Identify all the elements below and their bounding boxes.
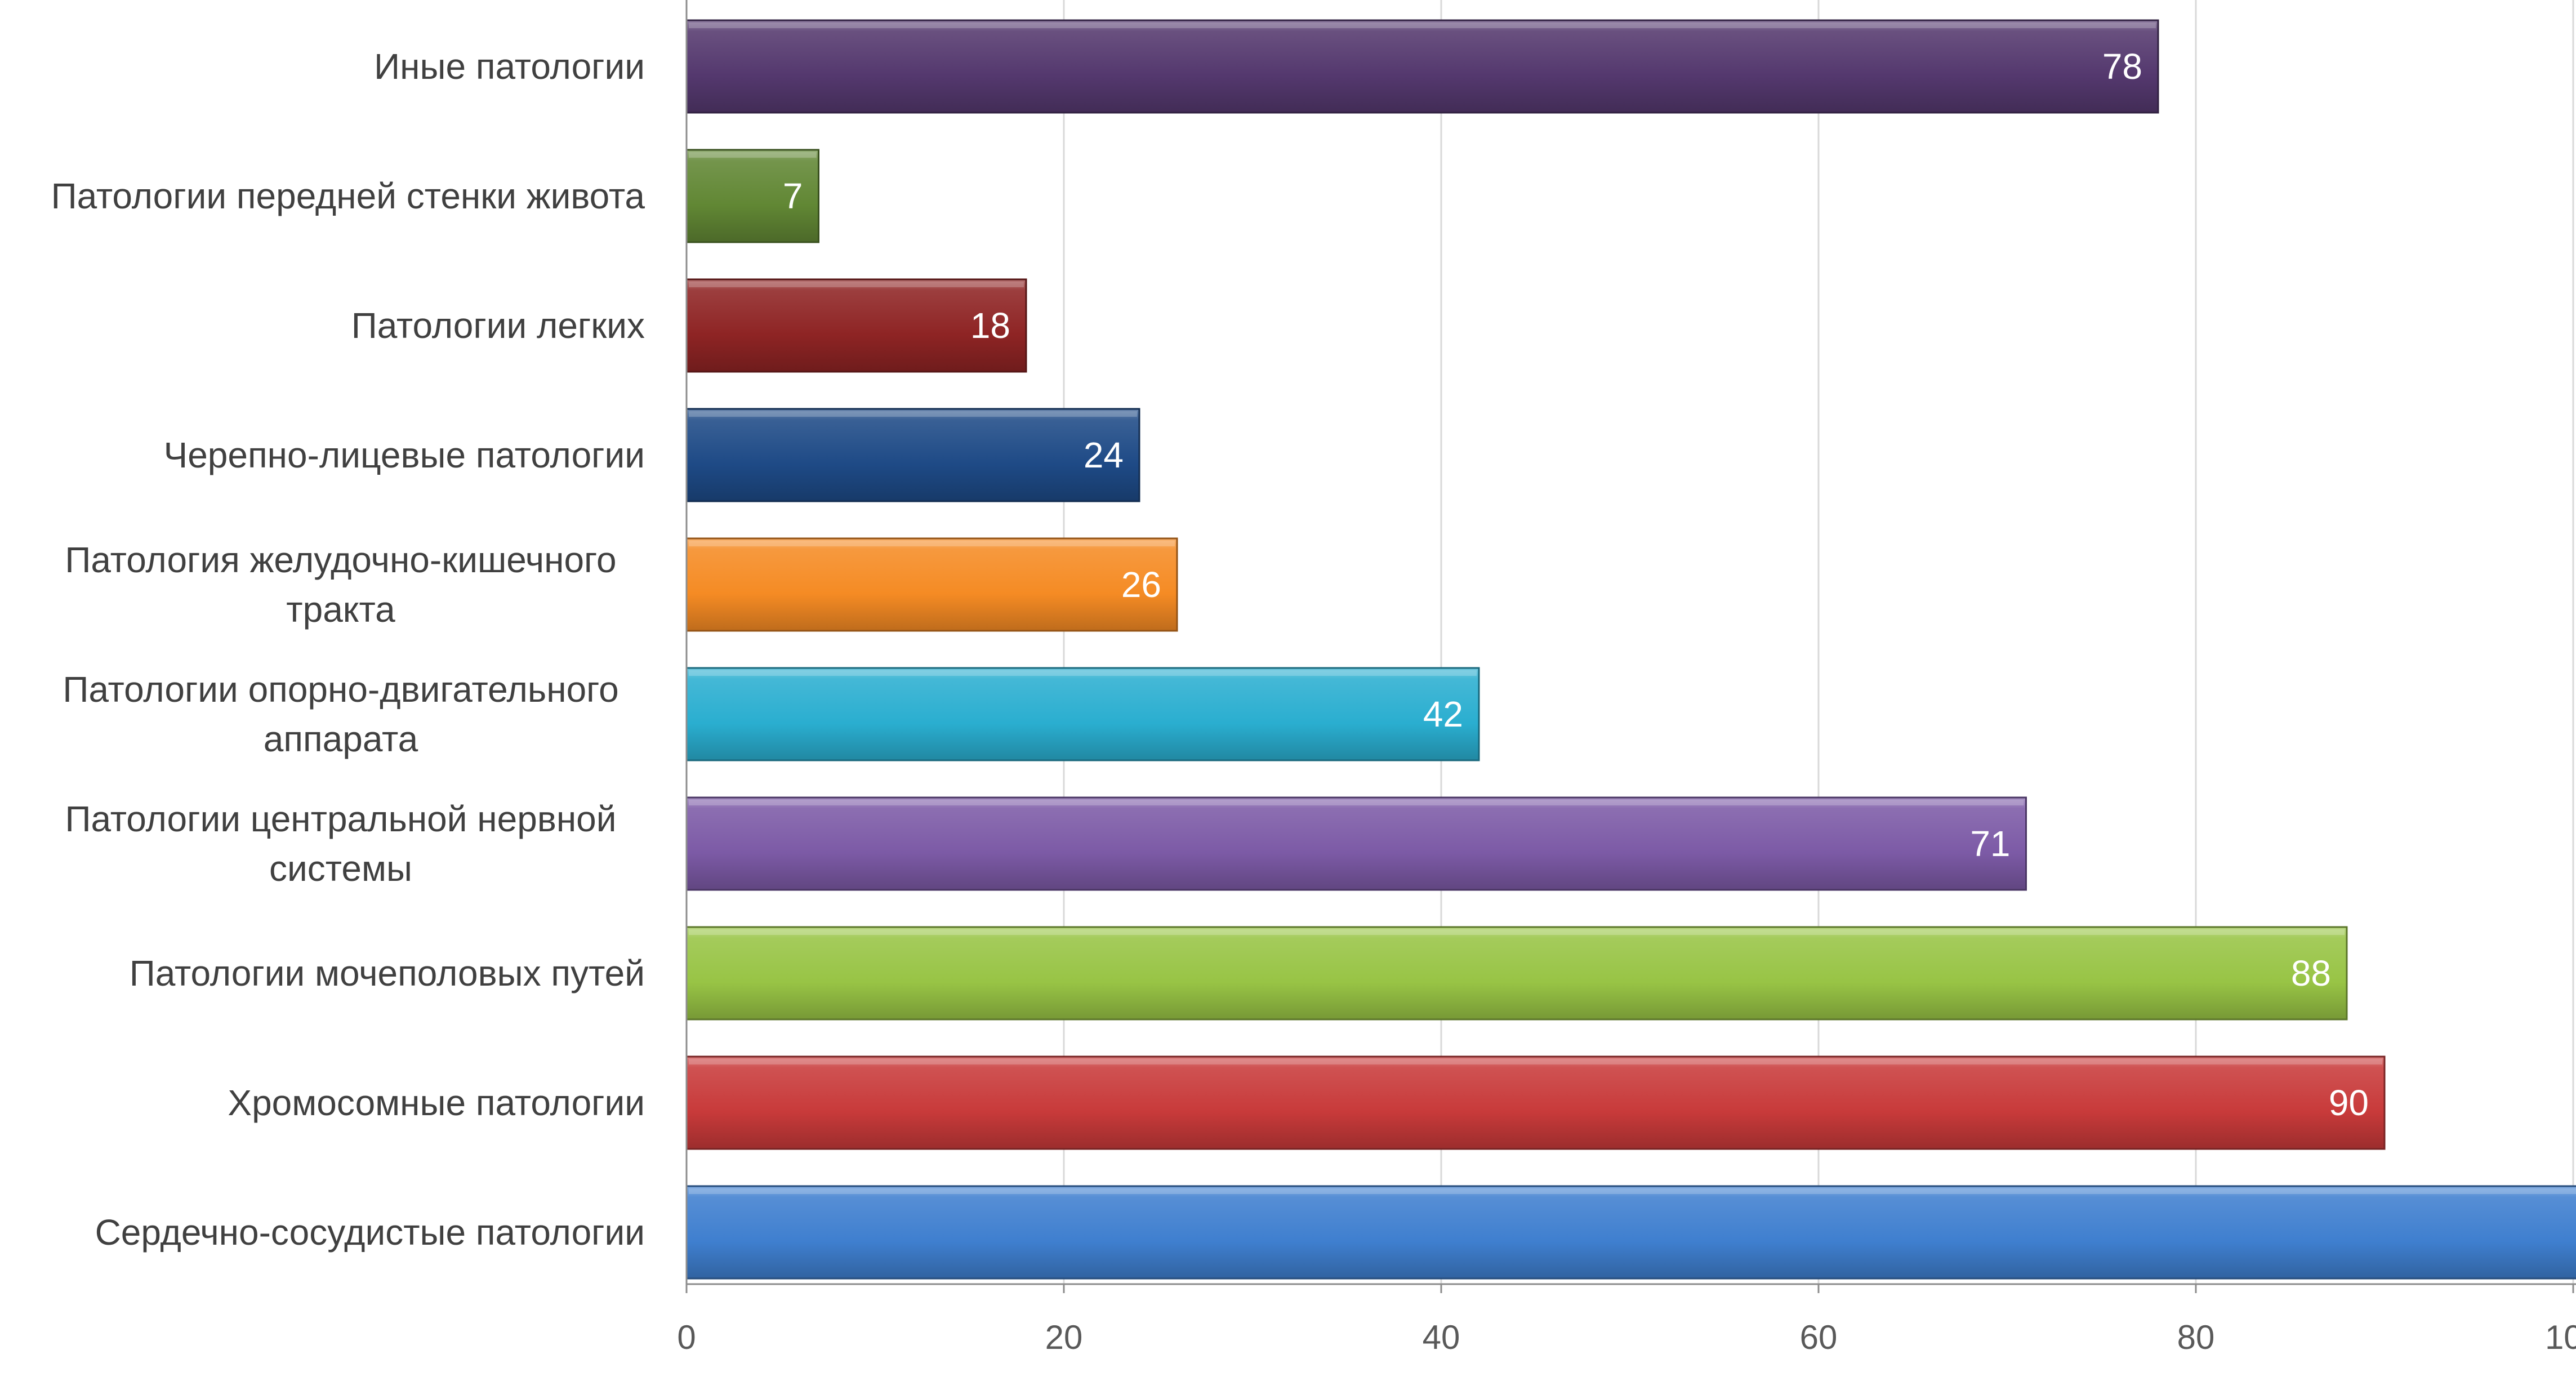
category-label-line: Патологии центральной нервной — [65, 799, 617, 839]
labels: 020406080100120140131Сердечно-сосудистые… — [51, 46, 2576, 1356]
bar — [685, 1055, 2386, 1150]
category-label: Сердечно-сосудистые патологии — [95, 1212, 645, 1253]
x-tick-label: 20 — [1045, 1318, 1083, 1356]
data-label: 26 — [1121, 564, 1161, 605]
bars — [685, 19, 2576, 1280]
bar-highlight — [689, 800, 2024, 805]
data-label: 78 — [2102, 46, 2142, 87]
bar-highlight — [689, 929, 2345, 935]
data-label: 42 — [1423, 694, 1463, 734]
category-label-line: Патологии опорно-двигательного — [63, 669, 618, 710]
data-label: 24 — [1084, 435, 1124, 475]
x-tick-label: 80 — [2177, 1318, 2215, 1356]
bar-highlight — [689, 1188, 2576, 1194]
bar-highlight — [689, 282, 1024, 287]
category-label-line: Патологии мочеполовых путей — [130, 953, 645, 994]
category-label-line: Патологии передней стенки живота — [51, 176, 645, 216]
bar — [685, 408, 1140, 502]
data-label: 18 — [970, 305, 1010, 346]
bar — [685, 19, 2159, 114]
category-label-line: тракта — [286, 589, 395, 630]
category-label-line: Патологии легких — [351, 305, 645, 346]
bar-highlight — [689, 670, 1477, 676]
category-label-line: Хромосомные патологии — [228, 1082, 645, 1123]
category-label-line: системы — [269, 848, 412, 889]
bar — [685, 1185, 2576, 1280]
bar-highlight — [689, 1059, 2382, 1064]
category-label-line: аппарата — [264, 719, 418, 759]
bar — [685, 796, 2027, 891]
bar-highlight — [689, 411, 1137, 417]
category-label: Патологии легких — [351, 305, 645, 346]
bar — [685, 667, 1480, 761]
category-label: Хромосомные патологии — [228, 1082, 645, 1123]
category-label-line: Черепно-лицевые патологии — [164, 435, 645, 475]
bar — [685, 278, 1027, 373]
bar-highlight — [689, 23, 2156, 28]
bar-highlight — [689, 541, 1175, 546]
data-label: 90 — [2329, 1082, 2369, 1123]
bar — [685, 537, 1178, 632]
category-label-line: Сердечно-сосудистые патологии — [95, 1212, 645, 1253]
data-label: 88 — [2291, 953, 2331, 994]
data-label: 7 — [783, 176, 803, 216]
x-tick-label: 60 — [1800, 1318, 1838, 1356]
category-label: Иные патологии — [374, 46, 645, 87]
category-label: Патологии мочеполовых путей — [130, 953, 645, 994]
x-tick-label: 40 — [1423, 1318, 1460, 1356]
category-label: Патологии передней стенки живота — [51, 176, 645, 216]
bar-highlight — [689, 152, 817, 158]
category-label-line: Патология желудочно-кишечного — [65, 540, 616, 580]
category-label: Патологии опорно-двигательного аппарата — [63, 669, 618, 759]
x-tick-label: 0 — [677, 1318, 696, 1356]
x-tick-label: 100 — [2545, 1318, 2576, 1356]
category-label-line: Иные патологии — [374, 46, 645, 87]
category-label: Патологии центральной нервной системы — [65, 799, 617, 889]
axes — [685, 0, 2576, 1293]
category-label: Черепно-лицевые патологии — [164, 435, 645, 475]
category-label: Патология желудочно-кишечного тракта — [65, 540, 616, 630]
bar — [685, 926, 2348, 1021]
data-label: 71 — [1970, 823, 2010, 864]
